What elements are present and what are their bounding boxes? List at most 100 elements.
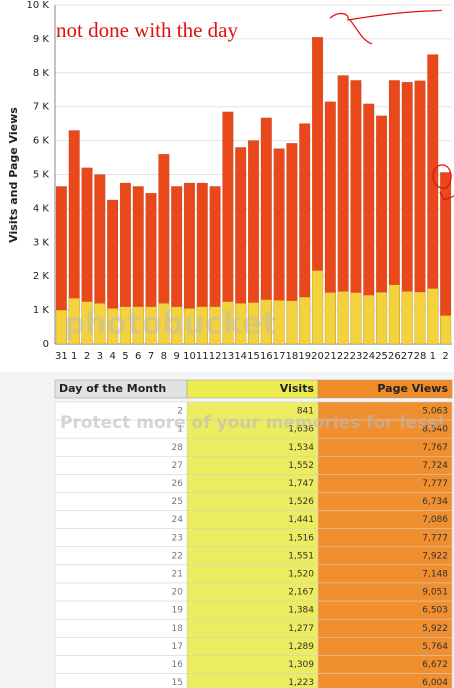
cell xyxy=(54,546,188,566)
cell-text: 2 xyxy=(177,407,183,417)
cell-text: 8,540 xyxy=(422,425,448,435)
x-tick-label: 2 xyxy=(442,351,448,362)
cell-text: 6,672 xyxy=(422,660,448,670)
x-tick-label: 9 xyxy=(173,351,179,362)
cell-text: 7,922 xyxy=(422,551,448,561)
cell-text: 1,223 xyxy=(288,678,314,688)
cell-text: 19 xyxy=(172,606,184,616)
cell-text: 1,747 xyxy=(288,479,314,489)
x-tick-label: 14 xyxy=(234,351,247,362)
bar xyxy=(401,291,413,345)
x-tick-label: 15 xyxy=(247,351,260,362)
cell xyxy=(54,618,188,638)
cell-text: 5,063 xyxy=(422,407,448,417)
y-tick-label: 1 K xyxy=(33,305,50,316)
cell-text: 25 xyxy=(172,497,183,507)
x-tick-label: 23 xyxy=(350,351,363,362)
cell-text: 1 xyxy=(177,425,183,435)
cell-text: 26 xyxy=(172,479,184,489)
cell-text: 1,520 xyxy=(288,569,314,579)
bar xyxy=(145,306,157,345)
cell-text: 1,384 xyxy=(288,606,314,616)
cell-text: 1,534 xyxy=(288,443,314,453)
y-tick-label: 7 K xyxy=(33,102,50,113)
y-tick-label: 6 K xyxy=(33,136,50,147)
cell-text: 22 xyxy=(172,551,183,561)
cell-text: 7,777 xyxy=(422,533,448,543)
bar xyxy=(196,306,208,345)
bar xyxy=(375,292,388,345)
cell xyxy=(54,564,188,584)
x-tick-label: 18 xyxy=(286,351,299,362)
cell xyxy=(54,492,188,511)
x-tick-label: 7 xyxy=(148,351,154,362)
cell-text: 7,724 xyxy=(422,461,448,471)
bar xyxy=(158,303,170,345)
bar xyxy=(247,302,260,345)
cell-text: 1,526 xyxy=(288,497,314,507)
annotation: not done with the day xyxy=(56,18,238,42)
bar xyxy=(107,308,119,345)
bar xyxy=(299,296,311,345)
bar xyxy=(363,294,375,345)
cell xyxy=(54,437,188,457)
cell xyxy=(54,510,188,529)
x-tick-label: 5 xyxy=(122,351,128,362)
cell-text: 1,277 xyxy=(288,624,314,634)
cell xyxy=(54,655,188,674)
cell-text: 28 xyxy=(172,443,184,453)
x-tick-label: 3 xyxy=(97,351,103,362)
bar xyxy=(94,303,106,345)
cell-text: 20 xyxy=(172,588,184,598)
cell-text: 23 xyxy=(172,533,183,543)
cell-text: 16 xyxy=(172,660,184,670)
cell-text: 1,309 xyxy=(288,660,314,670)
y-tick-label: 2 K xyxy=(33,271,50,282)
cell-text: 841 xyxy=(297,407,314,417)
cell xyxy=(54,456,188,475)
cell xyxy=(54,528,188,548)
cell-text: 1,441 xyxy=(288,515,314,525)
cell-text: 1,289 xyxy=(288,642,314,652)
bar xyxy=(81,301,93,345)
bar xyxy=(68,297,80,345)
y-tick-label: 4 K xyxy=(33,203,50,214)
x-tick-label: 20 xyxy=(311,351,324,362)
cell xyxy=(54,600,188,620)
bar xyxy=(55,309,68,345)
x-tick-label: 13 xyxy=(222,351,235,362)
bar xyxy=(209,306,221,345)
x-tick-label: 16 xyxy=(260,351,273,362)
cell-text: 1,551 xyxy=(288,551,314,561)
cell-text: 5,922 xyxy=(422,624,448,634)
x-tick-label: 24 xyxy=(362,351,375,362)
bar xyxy=(414,291,426,345)
y-tick-label: 5 K xyxy=(33,170,50,181)
bar xyxy=(311,270,324,345)
header-text: Page Views xyxy=(377,382,448,395)
y-tick-label: 3 K xyxy=(33,237,50,248)
x-tick-label: 22 xyxy=(337,351,350,362)
bar xyxy=(183,308,196,345)
x-tick-label: 12 xyxy=(209,351,222,362)
cell-text: 7,777 xyxy=(422,479,448,489)
cell xyxy=(317,673,453,688)
x-tick-label: 11 xyxy=(196,351,209,362)
y-axis-label: Visits and Page Views xyxy=(7,107,20,243)
cell-text: 7,086 xyxy=(422,515,448,525)
bar xyxy=(350,292,362,345)
bar xyxy=(427,288,439,345)
bar xyxy=(337,291,349,345)
cell-text: 9,051 xyxy=(422,588,448,598)
cell-text: 5,764 xyxy=(422,642,448,652)
watermark: photobucket xyxy=(64,307,277,342)
y-tick-label: 0 xyxy=(43,339,49,350)
header-text: Day of the Month xyxy=(59,382,166,395)
cell-text: 15 xyxy=(172,678,183,688)
cell-text: 17 xyxy=(172,642,183,652)
cell xyxy=(54,637,188,656)
x-tick-label: 21 xyxy=(324,351,337,362)
cell-text: 24 xyxy=(172,515,184,525)
table: Day of the Month Visits Page Views 2 841 5,06… xyxy=(0,372,454,688)
